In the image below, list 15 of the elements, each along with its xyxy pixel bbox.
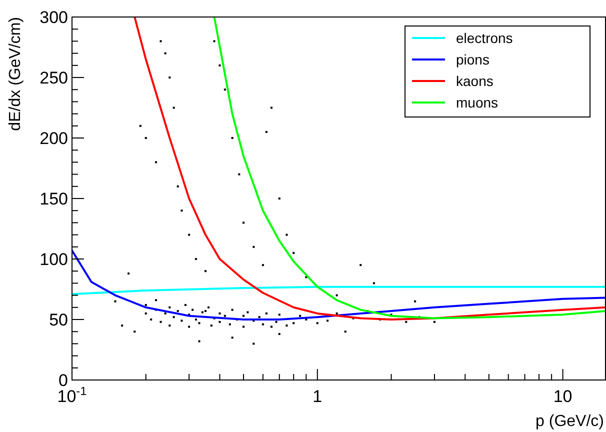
legend-label: pions [456, 52, 490, 68]
legend-label: muons [456, 94, 498, 110]
x-axis-title: p (GeV/c) [536, 413, 604, 430]
y-tick-label: 150 [40, 190, 68, 208]
y-tick-label: 200 [40, 129, 68, 148]
legend-label: kaons [456, 73, 494, 89]
y-tick-label: 300 [40, 8, 68, 27]
y-tick-label: 100 [40, 250, 68, 269]
y-tick-label: 50 [49, 310, 68, 330]
x-tick-label: 1 [312, 387, 322, 406]
y-tick-label: 250 [40, 68, 68, 88]
y-axis-title: dE/dx (GeV/cm) [7, 17, 24, 131]
legend-label: electrons [456, 30, 513, 46]
x-tick-label: 10 [553, 387, 572, 406]
y-tick-label: 0 [58, 371, 68, 390]
